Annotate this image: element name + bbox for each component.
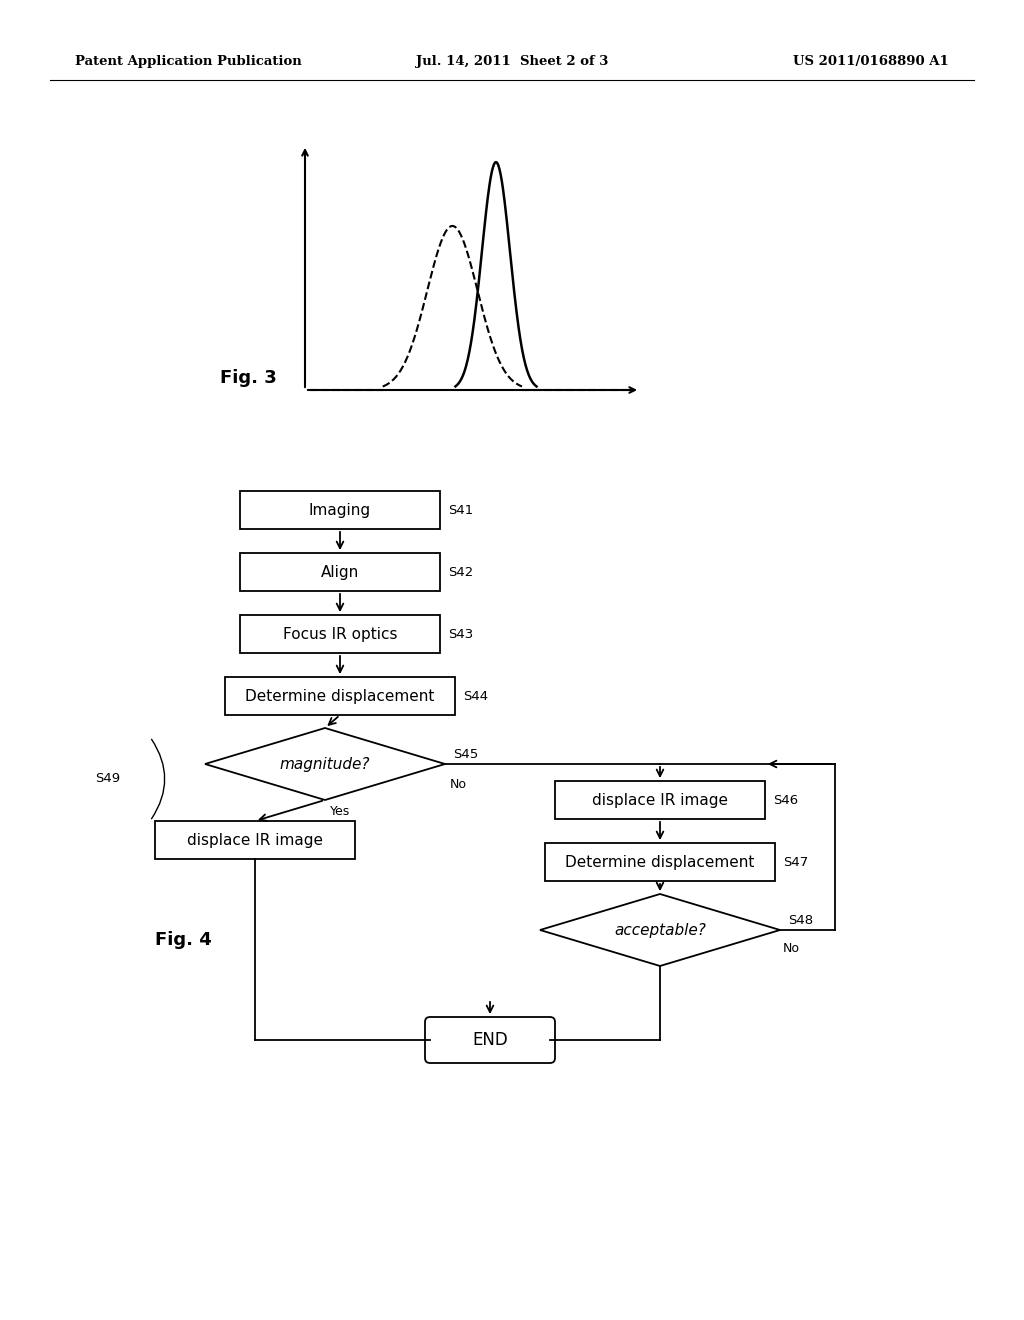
Text: Patent Application Publication: Patent Application Publication <box>75 55 302 69</box>
Text: magnitude?: magnitude? <box>280 756 371 771</box>
Text: S48: S48 <box>788 913 813 927</box>
Text: Yes: Yes <box>330 805 350 818</box>
Polygon shape <box>540 894 780 966</box>
FancyArrowPatch shape <box>152 739 165 818</box>
Text: S49: S49 <box>95 772 120 785</box>
Polygon shape <box>205 729 445 800</box>
Text: S42: S42 <box>449 565 473 578</box>
Text: END: END <box>472 1031 508 1049</box>
Text: Determine displacement: Determine displacement <box>246 689 434 704</box>
Text: S44: S44 <box>463 689 488 702</box>
Text: Jul. 14, 2011  Sheet 2 of 3: Jul. 14, 2011 Sheet 2 of 3 <box>416 55 608 69</box>
Text: S47: S47 <box>783 855 808 869</box>
Text: S41: S41 <box>449 503 473 516</box>
Text: Align: Align <box>321 565 359 579</box>
Text: Fig. 4: Fig. 4 <box>155 931 212 949</box>
Text: displace IR image: displace IR image <box>187 833 323 847</box>
Text: displace IR image: displace IR image <box>592 792 728 808</box>
Text: No: No <box>450 777 467 791</box>
FancyBboxPatch shape <box>240 615 440 653</box>
Text: S46: S46 <box>773 793 798 807</box>
Text: acceptable?: acceptable? <box>614 923 706 937</box>
Text: Fig. 3: Fig. 3 <box>220 370 276 387</box>
FancyBboxPatch shape <box>225 677 455 715</box>
FancyBboxPatch shape <box>425 1016 555 1063</box>
Text: S45: S45 <box>453 747 478 760</box>
Text: No: No <box>783 942 800 954</box>
Text: Determine displacement: Determine displacement <box>565 854 755 870</box>
Text: Focus IR optics: Focus IR optics <box>283 627 397 642</box>
FancyBboxPatch shape <box>545 843 775 880</box>
Text: S43: S43 <box>449 627 473 640</box>
Text: US 2011/0168890 A1: US 2011/0168890 A1 <box>794 55 949 69</box>
FancyBboxPatch shape <box>240 491 440 529</box>
FancyBboxPatch shape <box>555 781 765 818</box>
Text: Imaging: Imaging <box>309 503 371 517</box>
FancyBboxPatch shape <box>155 821 355 859</box>
FancyBboxPatch shape <box>240 553 440 591</box>
